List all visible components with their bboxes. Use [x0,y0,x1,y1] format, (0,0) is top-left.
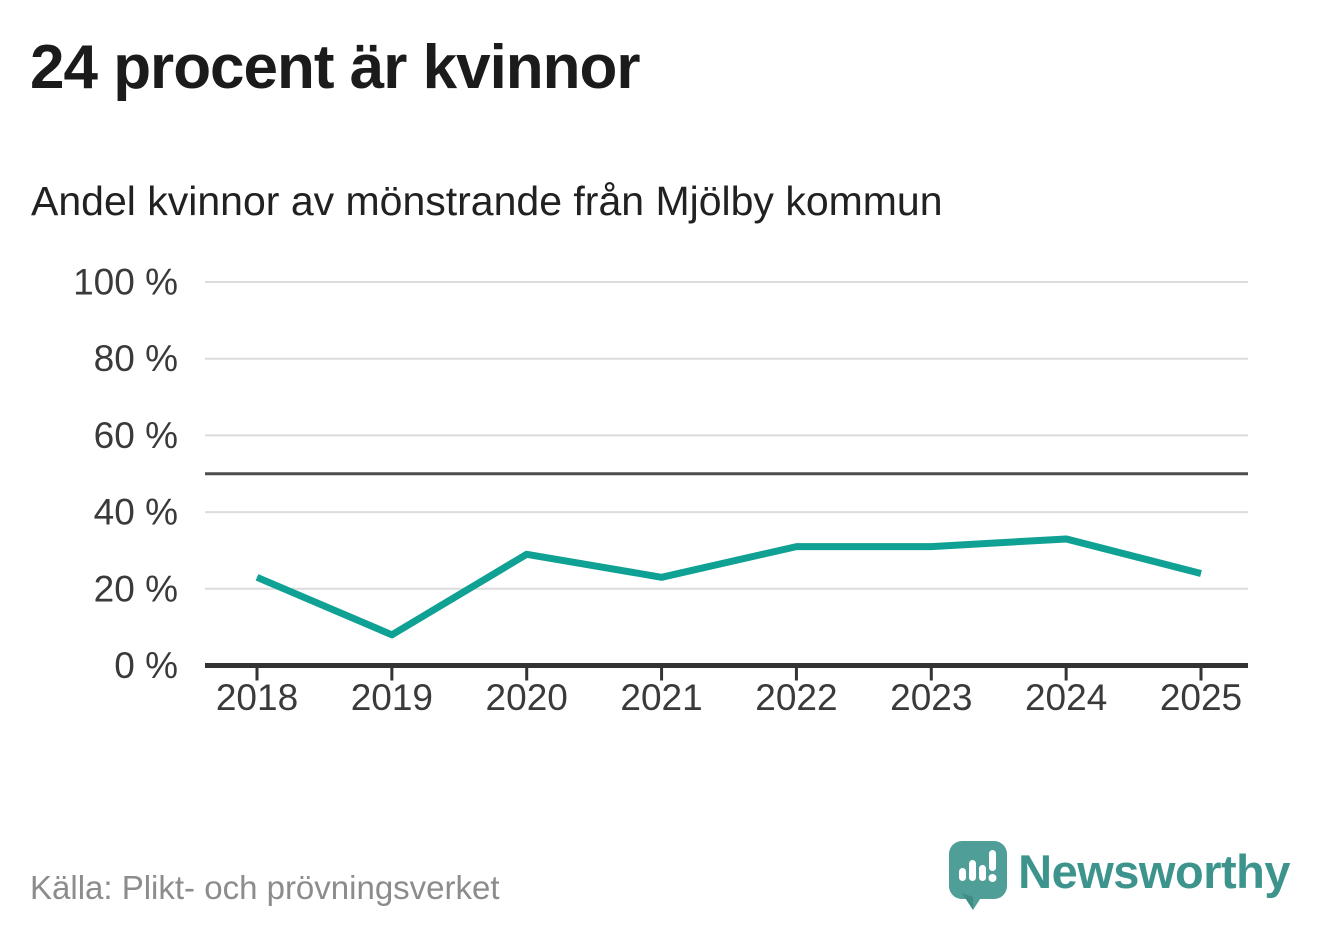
y-tick-label: 100 % [73,262,178,303]
x-tick-label: 2022 [755,677,837,718]
x-tick-label: 2021 [620,677,702,718]
y-tick-label: 20 % [94,568,178,609]
x-tick-label: 2023 [890,677,972,718]
y-tick-label: 60 % [94,415,178,456]
y-tick-label: 80 % [94,338,178,379]
x-tick-label: 2019 [351,677,433,718]
newsworthy-icon [949,841,1008,910]
newsworthy-logo: Newsworthy [949,841,1290,911]
y-tick-label: 40 % [94,492,178,533]
newsworthy-wordmark: Newsworthy [1018,844,1290,898]
x-tick-label: 2020 [486,677,568,718]
x-tick-label: 2018 [216,677,298,718]
x-tick-label: 2024 [1025,677,1107,718]
y-tick-label: 0 % [114,645,178,686]
x-tick-label: 2025 [1160,677,1242,718]
line-chart: 0 % 20 % 40 % 60 % 80 % 100 % 2018 2019 2020 2021… [73,262,1248,718]
source-caption: Källa: Plikt- och prövningsverket [30,869,500,906]
data-line [255,535,1202,639]
chart-subtitle: Andel kvinnor av mönstrande från Mjölby … [31,178,943,224]
chart-title: 24 procent är kvinnor [30,33,641,102]
